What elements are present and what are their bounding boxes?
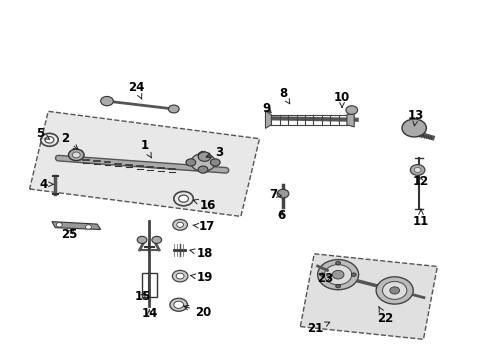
Text: 7: 7 xyxy=(269,188,281,201)
Circle shape xyxy=(137,236,147,243)
Polygon shape xyxy=(300,254,436,339)
Circle shape xyxy=(172,220,187,230)
Circle shape xyxy=(345,106,357,114)
Text: 12: 12 xyxy=(412,175,428,188)
Text: 8: 8 xyxy=(279,87,289,104)
Text: 6: 6 xyxy=(276,210,285,222)
Text: 20: 20 xyxy=(183,305,211,319)
Text: 1: 1 xyxy=(140,139,151,158)
Circle shape xyxy=(45,136,54,143)
Circle shape xyxy=(68,149,84,161)
Text: 10: 10 xyxy=(333,91,349,107)
Circle shape xyxy=(190,153,215,171)
Text: 9: 9 xyxy=(262,102,270,115)
Circle shape xyxy=(152,236,161,243)
Circle shape xyxy=(413,167,420,172)
Circle shape xyxy=(185,159,195,166)
Polygon shape xyxy=(29,111,259,216)
Text: 23: 23 xyxy=(316,272,332,285)
Circle shape xyxy=(350,273,355,276)
Circle shape xyxy=(172,270,187,282)
Circle shape xyxy=(101,96,113,106)
Circle shape xyxy=(401,119,426,137)
Circle shape xyxy=(320,273,325,276)
Circle shape xyxy=(409,165,424,175)
Text: 25: 25 xyxy=(61,228,77,241)
Circle shape xyxy=(335,261,340,265)
Text: 19: 19 xyxy=(190,271,212,284)
Text: 17: 17 xyxy=(192,220,214,233)
Circle shape xyxy=(375,277,412,304)
Circle shape xyxy=(85,225,91,229)
Circle shape xyxy=(198,152,210,161)
Circle shape xyxy=(335,284,340,288)
Circle shape xyxy=(317,260,358,290)
Circle shape xyxy=(178,195,188,202)
Text: 15: 15 xyxy=(134,290,150,303)
Text: 2: 2 xyxy=(61,132,78,149)
Text: 14: 14 xyxy=(141,307,157,320)
Circle shape xyxy=(176,222,183,227)
Text: 18: 18 xyxy=(189,247,212,260)
Text: 4: 4 xyxy=(40,178,53,191)
Text: 11: 11 xyxy=(412,209,428,228)
Polygon shape xyxy=(346,113,353,127)
Circle shape xyxy=(382,282,406,300)
Bar xyxy=(142,273,157,297)
Circle shape xyxy=(331,270,343,279)
Text: 3: 3 xyxy=(206,145,223,158)
Circle shape xyxy=(198,166,207,173)
Text: 13: 13 xyxy=(407,109,424,126)
Text: 16: 16 xyxy=(193,199,216,212)
Circle shape xyxy=(169,298,187,311)
Circle shape xyxy=(210,159,220,166)
Circle shape xyxy=(72,152,80,158)
Polygon shape xyxy=(52,222,101,229)
Circle shape xyxy=(198,152,207,159)
Circle shape xyxy=(324,265,351,285)
Circle shape xyxy=(168,105,179,113)
Text: 22: 22 xyxy=(376,306,392,325)
Circle shape xyxy=(389,287,399,294)
Polygon shape xyxy=(265,111,271,129)
Circle shape xyxy=(176,273,183,279)
Text: 24: 24 xyxy=(128,81,144,99)
Text: 5: 5 xyxy=(36,127,49,140)
Circle shape xyxy=(277,189,288,198)
Text: 21: 21 xyxy=(306,322,329,335)
Circle shape xyxy=(56,223,62,227)
Circle shape xyxy=(173,301,183,309)
